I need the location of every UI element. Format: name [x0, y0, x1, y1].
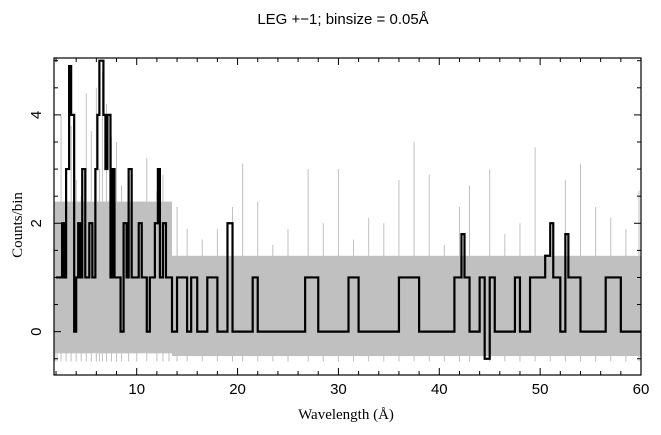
x-tick-label: 50 — [532, 381, 549, 398]
x-tick-label: 40 — [431, 381, 448, 398]
plot-frame — [53, 57, 642, 376]
x-tick-label: 30 — [330, 381, 347, 398]
y-tick-label: 0 — [28, 327, 45, 335]
x-axis-label: Wavelength (Å) — [298, 407, 394, 423]
counts-trace — [56, 59, 641, 360]
y-axis-label: Counts/bin — [10, 192, 26, 258]
x-tick-label: 60 — [633, 381, 650, 398]
axis-ticks: 10 20 30 40 50 60 0 2 4 — [28, 58, 649, 398]
y-tick-label: 4 — [28, 111, 45, 119]
x-tick-label: 10 — [128, 381, 145, 398]
chart-title: LEG +−1; binsize = 0.05Å — [257, 11, 428, 28]
plot-area — [54, 59, 641, 362]
background-band-1 — [172, 255, 641, 357]
y-tick-label: 2 — [28, 219, 45, 227]
x-tick-label: 20 — [229, 381, 246, 398]
